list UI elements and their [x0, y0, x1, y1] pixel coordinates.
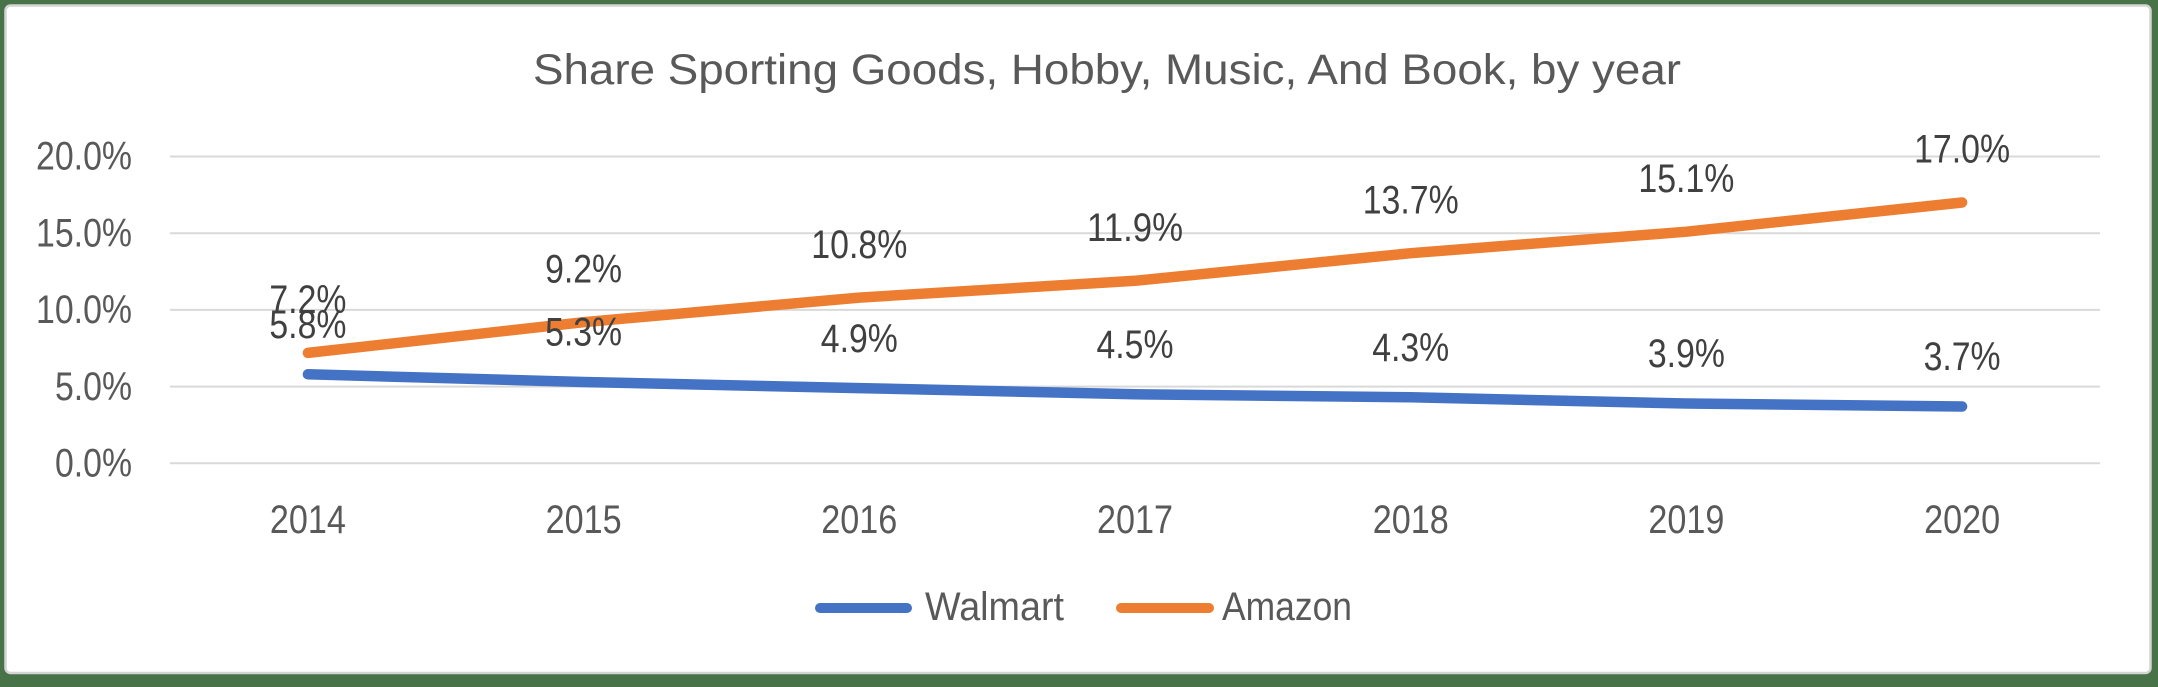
svg-text:11.9%: 11.9% — [1087, 206, 1183, 250]
svg-text:15.1%: 15.1% — [1638, 157, 1734, 201]
svg-text:20.0%: 20.0% — [36, 135, 132, 179]
svg-text:Walmart: Walmart — [925, 585, 1064, 629]
svg-text:9.2%: 9.2% — [545, 247, 622, 291]
svg-text:4.9%: 4.9% — [821, 317, 898, 361]
svg-text:2020: 2020 — [1924, 498, 2000, 542]
svg-text:5.0%: 5.0% — [55, 365, 132, 409]
svg-text:Share Sporting Goods, Hobby, M: Share Sporting Goods, Hobby, Music, And … — [533, 46, 1681, 94]
svg-text:17.0%: 17.0% — [1914, 128, 2010, 172]
svg-text:2017: 2017 — [1097, 498, 1173, 542]
svg-text:Amazon: Amazon — [1222, 585, 1352, 629]
svg-text:2019: 2019 — [1648, 498, 1724, 542]
svg-text:2015: 2015 — [546, 498, 622, 542]
svg-text:2016: 2016 — [821, 498, 897, 542]
svg-text:15.0%: 15.0% — [36, 211, 132, 255]
svg-text:2018: 2018 — [1373, 498, 1449, 542]
svg-text:13.7%: 13.7% — [1363, 178, 1459, 222]
svg-text:3.9%: 3.9% — [1648, 332, 1725, 376]
svg-text:5.3%: 5.3% — [545, 311, 622, 355]
svg-text:4.5%: 4.5% — [1097, 323, 1174, 367]
svg-text:10.0%: 10.0% — [36, 288, 132, 332]
svg-text:4.3%: 4.3% — [1372, 326, 1449, 370]
svg-text:7.2%: 7.2% — [269, 278, 346, 322]
svg-text:0.0%: 0.0% — [55, 442, 132, 486]
svg-text:10.8%: 10.8% — [811, 223, 907, 267]
svg-text:5.8%: 5.8% — [269, 303, 346, 347]
svg-text:2014: 2014 — [270, 498, 346, 542]
svg-text:3.7%: 3.7% — [1924, 335, 2001, 379]
